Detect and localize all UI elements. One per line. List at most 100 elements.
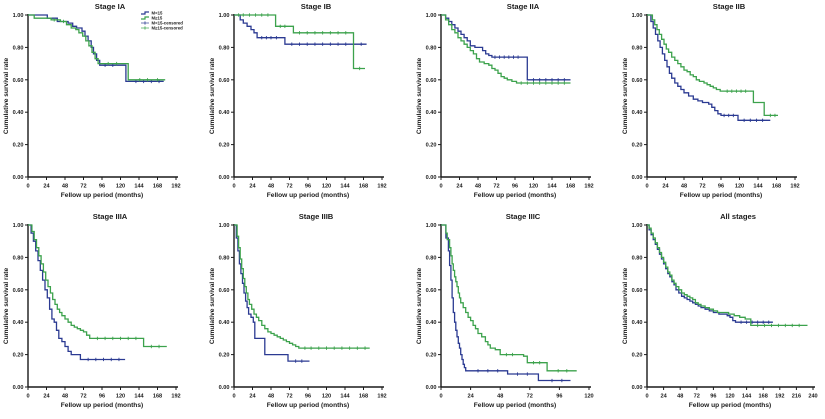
x-tick-label: 24	[456, 184, 463, 190]
censor-mark-m-15	[555, 369, 560, 373]
panel-stage-ib: 0.00 0.20 0.40 0.60 0.80 1.00 0 24 48 72 96 120 144 1…	[206, 0, 412, 210]
x-tick-label: 168	[758, 394, 767, 400]
survival-curve-m-15	[646, 14, 771, 121]
x-tick-label: 192	[171, 184, 180, 190]
x-tick-label: 24	[43, 394, 50, 400]
x-tick-label: 120	[528, 184, 537, 190]
x-tick-label: 144	[547, 184, 557, 190]
y-tick-label: 1.00	[13, 13, 24, 19]
x-tick-label: 96	[511, 184, 517, 190]
censor-mark-m-15	[731, 113, 735, 118]
censor-mark-m-15	[743, 89, 748, 93]
censor-mark-m-15	[328, 42, 333, 46]
censor-mark-m-15	[537, 81, 541, 85]
x-tick-label: 192	[378, 394, 387, 400]
y-tick-label: 0.60	[219, 288, 230, 294]
censor-mark-m-15	[562, 78, 566, 82]
censor-mark-m-15	[555, 81, 560, 85]
censor-mark-m-15	[537, 361, 541, 365]
y-tick-label: 0.60	[219, 78, 230, 84]
censor-mark-m-15	[101, 357, 106, 362]
censor-mark-m-15	[283, 24, 287, 29]
censor-mark-m-15	[797, 323, 801, 328]
x-tick-label: 144	[753, 184, 763, 190]
x-tick-label: 192	[790, 184, 799, 190]
censor-mark-m-15	[114, 61, 119, 66]
survival-curve-m-15	[646, 14, 778, 117]
censor-mark-m-15	[138, 78, 142, 82]
censor-mark-m-15	[254, 13, 258, 17]
censor-mark-m-15	[722, 113, 726, 118]
y-tick-label: 0.40	[425, 320, 436, 326]
y-tick-label: 0.00	[13, 385, 24, 391]
y-tick-label: 1.00	[631, 13, 642, 19]
x-tick-label: 0	[26, 184, 29, 190]
x-tick-label: 0	[439, 184, 442, 190]
censor-mark-m-15	[264, 35, 269, 40]
censor-mark-m-15	[305, 31, 310, 35]
x-tick-label: 192	[378, 184, 387, 190]
censor-mark-m-15	[266, 13, 270, 17]
x-tick-label: 168	[565, 184, 574, 190]
censor-mark-m-15	[739, 320, 743, 324]
x-axis-label: Fellow up period (months)	[61, 402, 143, 409]
x-tick-label: 120	[116, 184, 125, 190]
x-tick-label: 72	[493, 184, 499, 190]
censor-mark-m-15	[518, 81, 523, 85]
censor-mark-m-15	[726, 113, 731, 118]
y-tick-label: 1.00	[425, 223, 436, 229]
y-tick-label: 0.20	[219, 353, 230, 359]
censor-mark-m-15	[95, 336, 100, 341]
censor-mark-m-15	[531, 81, 535, 85]
y-tick-label: 0.80	[13, 255, 24, 261]
censor-mark-m-15	[475, 369, 480, 373]
x-tick-label: 48	[681, 184, 687, 190]
x-tick-label: 48	[62, 184, 68, 190]
panel-title: Stage IIIA	[93, 212, 128, 221]
x-tick-label: 72	[699, 184, 705, 190]
censor-mark-m-15	[260, 13, 264, 17]
survival-curve-m-15	[440, 224, 577, 372]
censor-mark-m-15	[94, 357, 98, 362]
x-tick-label: 48	[497, 394, 503, 400]
y-tick-label: 0.60	[631, 78, 642, 84]
censor-mark-m-15	[549, 378, 554, 383]
y-tick-label: 1.00	[219, 13, 230, 19]
censor-mark-m-15	[313, 42, 317, 46]
x-tick-label: 72	[693, 394, 699, 400]
censor-mark-m-15	[344, 31, 348, 35]
y-tick-label: 0.20	[219, 143, 230, 149]
y-tick-label: 1.00	[631, 223, 642, 229]
x-axis-label: Fellow up period (months)	[61, 192, 143, 199]
censor-mark-m-15	[237, 13, 241, 17]
y-tick-label: 0.60	[425, 288, 436, 294]
x-axis-label: Fellow up period (months)	[473, 402, 555, 409]
censor-mark-m-15	[155, 78, 160, 82]
survival-plot-stage-iib: 0.00 0.20 0.40 0.60 0.80 1.00 0 24 48 72 96 120 144 1…	[622, 2, 800, 199]
x-tick-label: 24	[250, 394, 257, 400]
censor-mark-m-15	[303, 346, 307, 350]
censor-mark-m-15	[506, 55, 511, 59]
x-tick-label: 168	[153, 394, 162, 400]
panel-stage-iiib: 0.00 0.20 0.40 0.60 0.80 1.00 0 24 48 72 96 120 144 1…	[206, 210, 412, 419]
y-tick-label: 0.60	[13, 78, 24, 84]
censor-mark-m-15	[317, 346, 321, 350]
censor-mark-m-15	[111, 336, 115, 341]
censor-mark-m-15	[355, 346, 360, 350]
x-tick-label: 48	[268, 184, 274, 190]
y-tick-label: 0.20	[425, 353, 436, 359]
censor-mark-m-15	[761, 320, 765, 324]
censor-mark-m-15	[744, 320, 749, 324]
censor-mark-m-15	[149, 344, 154, 349]
censor-mark-m-15	[510, 352, 514, 357]
y-axis-label: Cumulative survival rate	[209, 58, 216, 135]
censor-mark-m-15	[305, 42, 310, 46]
y-tick-label: 0.60	[425, 78, 436, 84]
x-tick-label: 96	[99, 394, 105, 400]
censor-mark-m-15	[269, 35, 273, 40]
censor-mark-m-15	[495, 369, 499, 373]
x-tick-label: 72	[287, 184, 293, 190]
survival-plot-stage-iia: 0.00 0.20 0.40 0.60 0.80 1.00 0 24 48 72 96 120 144 1…	[416, 2, 594, 199]
y-tick-label: 0.80	[425, 45, 436, 51]
